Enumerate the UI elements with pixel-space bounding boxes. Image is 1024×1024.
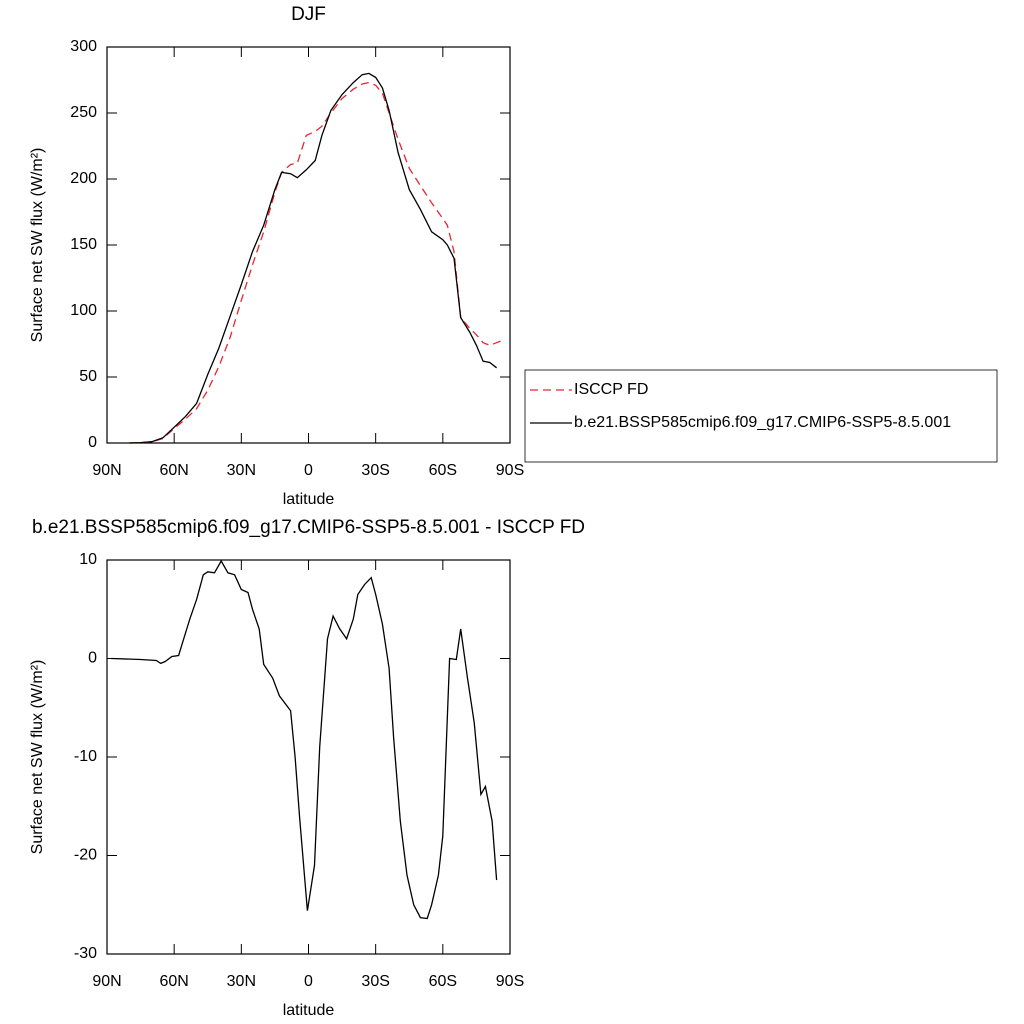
y-tick-label: -10 <box>74 748 97 765</box>
data-line <box>129 81 504 444</box>
data-line <box>111 559 498 920</box>
x-tick-label: 60N <box>159 462 188 479</box>
y-tick-label: 0 <box>88 434 97 451</box>
x-axis-label: latitude <box>283 491 335 508</box>
x-tick-label: 30N <box>227 973 256 990</box>
y-tick-label: -30 <box>74 945 97 962</box>
y-tick-label: 0 <box>88 650 97 667</box>
x-tick-label: 0 <box>304 973 313 990</box>
y-tick-label: 200 <box>70 170 97 187</box>
chart-title: b.e21.BSSP585cmip6.f09_g17.CMIP6-SSP5-8.… <box>32 517 585 538</box>
y-tick-label: -20 <box>74 847 97 864</box>
x-tick-label: 60S <box>429 973 457 990</box>
y-axis-label: Surface net SW flux (W/m²) <box>29 660 46 855</box>
x-tick-label: 60S <box>429 462 457 479</box>
plot-frame <box>106 559 511 955</box>
x-tick-label: 90N <box>92 973 121 990</box>
x-tick-label: 30S <box>361 973 389 990</box>
y-tick-label: 250 <box>70 104 97 121</box>
legend-label: b.e21.BSSP585cmip6.f09_g17.CMIP6-SSP5-8.… <box>574 414 951 431</box>
x-tick-label: 60N <box>159 973 188 990</box>
x-axis-label: latitude <box>283 1002 335 1019</box>
x-tick-label: 90S <box>496 973 524 990</box>
legend-box <box>524 369 998 463</box>
x-tick-label: 0 <box>304 462 313 479</box>
y-tick-label: 100 <box>70 302 97 319</box>
x-tick-label: 90S <box>496 462 524 479</box>
plot-frame <box>106 46 511 444</box>
x-tick-label: 30N <box>227 462 256 479</box>
legend-label: ISCCP FD <box>574 381 648 398</box>
chart-title: DJF <box>291 4 326 25</box>
y-tick-label: 300 <box>70 38 97 55</box>
x-tick-label: 30S <box>361 462 389 479</box>
y-tick-label: 50 <box>79 368 97 385</box>
data-line <box>129 72 497 444</box>
y-tick-label: 10 <box>79 551 97 568</box>
x-tick-label: 90N <box>92 462 121 479</box>
y-axis-label: Surface net SW flux (W/m²) <box>29 148 46 343</box>
y-tick-label: 150 <box>70 236 97 253</box>
